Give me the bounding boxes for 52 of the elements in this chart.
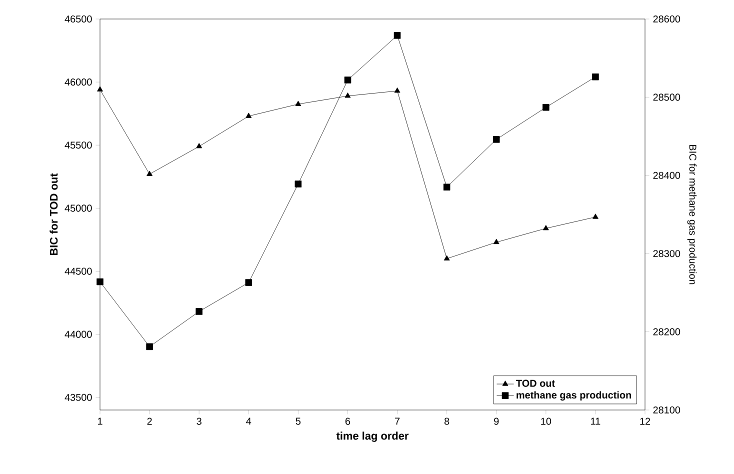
point bbox=[146, 170, 153, 176]
y-tick-label: 43500 bbox=[64, 394, 92, 401]
point bbox=[492, 136, 500, 143]
point bbox=[542, 104, 550, 111]
x-tick-label: 5 bbox=[296, 418, 301, 425]
x-tick-label: 11 bbox=[591, 418, 600, 425]
x-tick-label: 8 bbox=[444, 418, 450, 425]
x-axis-title: time lag order bbox=[336, 432, 409, 442]
point bbox=[146, 343, 153, 350]
point bbox=[443, 184, 450, 191]
y-tick-label: 44500 bbox=[64, 268, 92, 275]
legend-label: methane gas production bbox=[516, 391, 632, 401]
y-tick-label: 45000 bbox=[64, 204, 92, 212]
point bbox=[344, 76, 352, 84]
point bbox=[295, 100, 302, 106]
x-tick-label: 3 bbox=[196, 418, 202, 425]
y-axis-title: BIC for TOD out bbox=[50, 173, 58, 256]
x-tick-label: 7 bbox=[395, 418, 400, 425]
point bbox=[245, 279, 252, 286]
y2-tick-label: 28300 bbox=[653, 250, 680, 258]
point bbox=[294, 180, 302, 188]
y-tick-label: 46500 bbox=[64, 15, 92, 23]
y-tick-label: 46000 bbox=[64, 78, 92, 86]
legend-label: TOD out bbox=[516, 380, 555, 387]
point bbox=[96, 278, 104, 286]
x-tick-label: 9 bbox=[494, 418, 499, 425]
point bbox=[344, 92, 351, 98]
point bbox=[394, 32, 401, 39]
point bbox=[592, 73, 599, 80]
point bbox=[394, 88, 400, 93]
point bbox=[542, 224, 549, 230]
x-tick-label: 10 bbox=[541, 418, 552, 425]
y2-tick-label: 28600 bbox=[653, 15, 680, 23]
point bbox=[97, 86, 103, 92]
x-tick-label: 1 bbox=[98, 418, 102, 425]
point bbox=[246, 112, 252, 118]
y2-axis-title: BIC for methane gas production bbox=[687, 144, 697, 284]
y2-tick-label: 28400 bbox=[653, 172, 680, 179]
point bbox=[592, 214, 598, 219]
point bbox=[493, 238, 500, 244]
y-tick-label: 45500 bbox=[64, 142, 92, 149]
x-tick-label: 12 bbox=[640, 418, 650, 425]
x-tick-label: 2 bbox=[147, 418, 152, 425]
y2-tick-label: 28200 bbox=[653, 328, 680, 336]
point bbox=[196, 308, 202, 315]
x-tick-label: 6 bbox=[345, 418, 350, 425]
y-tick-label: 44000 bbox=[64, 330, 92, 338]
point bbox=[196, 143, 202, 148]
point bbox=[444, 255, 450, 260]
y2-tick-label: 28500 bbox=[653, 94, 680, 101]
x-tick-label: 4 bbox=[246, 418, 252, 425]
y2-tick-label: 28100 bbox=[653, 406, 680, 414]
